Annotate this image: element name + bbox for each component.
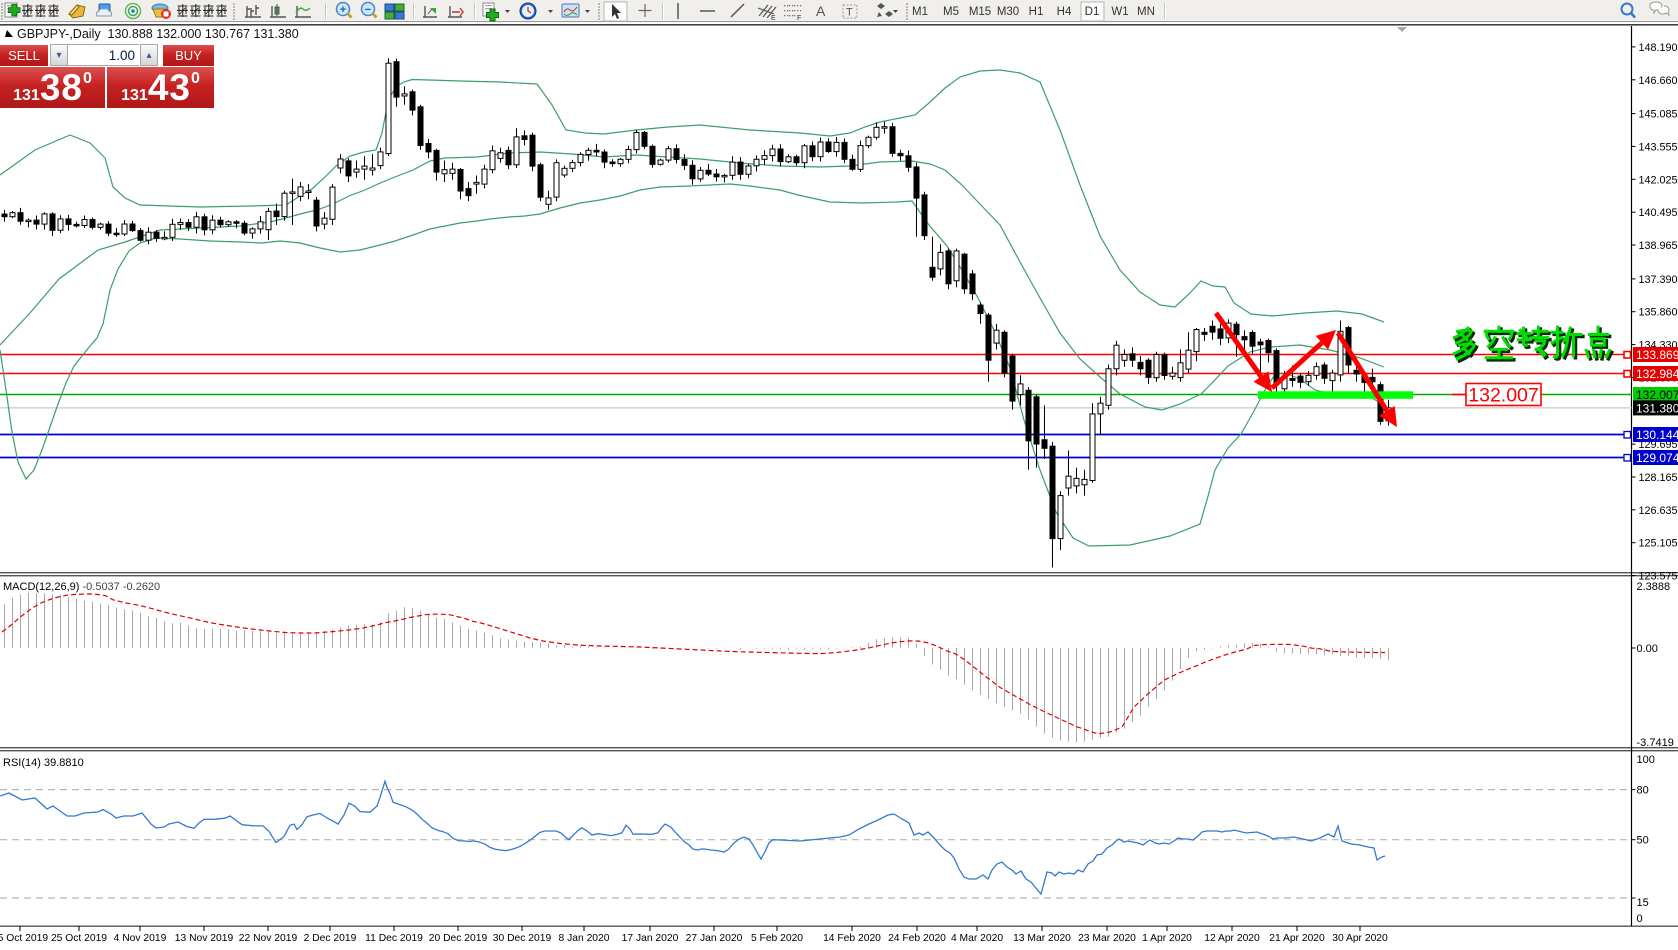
svg-text:M30: M30 <box>997 6 1019 18</box>
svg-text:146.660: 146.660 <box>1639 75 1678 87</box>
svg-text:MN: MN <box>1137 6 1155 18</box>
svg-text:126.635: 126.635 <box>1639 505 1678 517</box>
svg-text:4 Nov 2019: 4 Nov 2019 <box>114 933 167 944</box>
svg-text:131.380: 131.380 <box>1636 401 1678 415</box>
svg-text:30 Dec 2019: 30 Dec 2019 <box>493 933 552 944</box>
svg-text:0.00: 0.00 <box>1637 643 1658 655</box>
svg-text:8 Jan 2020: 8 Jan 2020 <box>559 933 610 944</box>
svg-text:M5: M5 <box>943 6 959 18</box>
svg-text:130.144: 130.144 <box>1636 428 1678 442</box>
svg-text:-3.7419: -3.7419 <box>1637 737 1674 749</box>
svg-text:129.695: 129.695 <box>1639 439 1678 451</box>
svg-text:D1: D1 <box>1085 6 1100 18</box>
svg-text:GBPJPY-,Daily 130.888 132.000: GBPJPY-,Daily 130.888 132.000 130.767 13… <box>17 27 299 41</box>
svg-text:2 Dec 2019: 2 Dec 2019 <box>304 933 357 944</box>
svg-text:145.085: 145.085 <box>1639 109 1678 121</box>
svg-text:148.190: 148.190 <box>1639 42 1678 54</box>
svg-text:A: A <box>816 3 826 19</box>
svg-text:T: T <box>846 7 853 19</box>
svg-text:20 Dec 2019: 20 Dec 2019 <box>429 933 488 944</box>
svg-text:13 Nov 2019: 13 Nov 2019 <box>175 933 234 944</box>
svg-text:H4: H4 <box>1057 6 1072 18</box>
svg-text:2.3888: 2.3888 <box>1637 581 1671 593</box>
svg-text:24 Feb 2020: 24 Feb 2020 <box>888 933 946 944</box>
svg-text:H1: H1 <box>1029 6 1044 18</box>
svg-text:−: − <box>365 4 371 16</box>
svg-text:0: 0 <box>1637 913 1643 925</box>
svg-text:13 Mar 2020: 13 Mar 2020 <box>1013 933 1071 944</box>
svg-text:22 Nov 2019: 22 Nov 2019 <box>239 933 298 944</box>
svg-text:30 Apr 2020: 30 Apr 2020 <box>1332 933 1388 944</box>
svg-text:12 Apr 2020: 12 Apr 2020 <box>1204 933 1260 944</box>
svg-text:E: E <box>771 15 776 22</box>
svg-text:4 Mar 2020: 4 Mar 2020 <box>951 933 1003 944</box>
svg-text:135.860: 135.860 <box>1639 307 1678 319</box>
svg-text:+: + <box>340 4 346 16</box>
svg-text:1 Apr 2020: 1 Apr 2020 <box>1142 933 1192 944</box>
svg-text:140.495: 140.495 <box>1639 207 1678 219</box>
svg-text:5 Feb 2020: 5 Feb 2020 <box>751 933 803 944</box>
svg-text:137.390: 137.390 <box>1639 274 1678 286</box>
svg-text:50: 50 <box>1637 835 1649 847</box>
svg-text:23 Mar 2020: 23 Mar 2020 <box>1078 933 1136 944</box>
svg-text:129.074: 129.074 <box>1636 451 1678 465</box>
svg-text:100: 100 <box>1637 754 1655 766</box>
svg-text:14 Feb 2020: 14 Feb 2020 <box>823 933 881 944</box>
svg-text:132.007: 132.007 <box>1468 385 1539 407</box>
svg-text:25 Oct 2019: 25 Oct 2019 <box>51 933 107 944</box>
svg-text:M15: M15 <box>969 6 991 18</box>
svg-text:132.007: 132.007 <box>1636 388 1678 402</box>
svg-text:M1: M1 <box>912 6 928 18</box>
svg-text:128.165: 128.165 <box>1639 472 1678 484</box>
svg-text:RSI(14) 39.8810: RSI(14) 39.8810 <box>3 757 84 769</box>
svg-text:15 Oct 2019: 15 Oct 2019 <box>0 933 48 944</box>
svg-text:138.965: 138.965 <box>1639 240 1678 252</box>
svg-text:15: 15 <box>1637 897 1649 909</box>
svg-text:132.984: 132.984 <box>1636 367 1678 381</box>
svg-text:W1: W1 <box>1111 6 1128 18</box>
svg-text:125.105: 125.105 <box>1639 538 1678 550</box>
svg-text:143.555: 143.555 <box>1639 141 1678 153</box>
svg-text:133.869: 133.869 <box>1636 348 1678 362</box>
svg-text:MACD(12,26,9) -0.5037 -0.2620: MACD(12,26,9) -0.5037 -0.2620 <box>3 581 160 593</box>
svg-text:80: 80 <box>1637 785 1649 797</box>
svg-text:F: F <box>797 15 801 22</box>
svg-text:142.025: 142.025 <box>1639 174 1678 186</box>
svg-text:123.575: 123.575 <box>1639 571 1678 583</box>
svg-text:21 Apr 2020: 21 Apr 2020 <box>1269 933 1325 944</box>
svg-text:17 Jan 2020: 17 Jan 2020 <box>622 933 679 944</box>
svg-text:27 Jan 2020: 27 Jan 2020 <box>686 933 743 944</box>
svg-text:11 Dec 2019: 11 Dec 2019 <box>365 933 423 944</box>
